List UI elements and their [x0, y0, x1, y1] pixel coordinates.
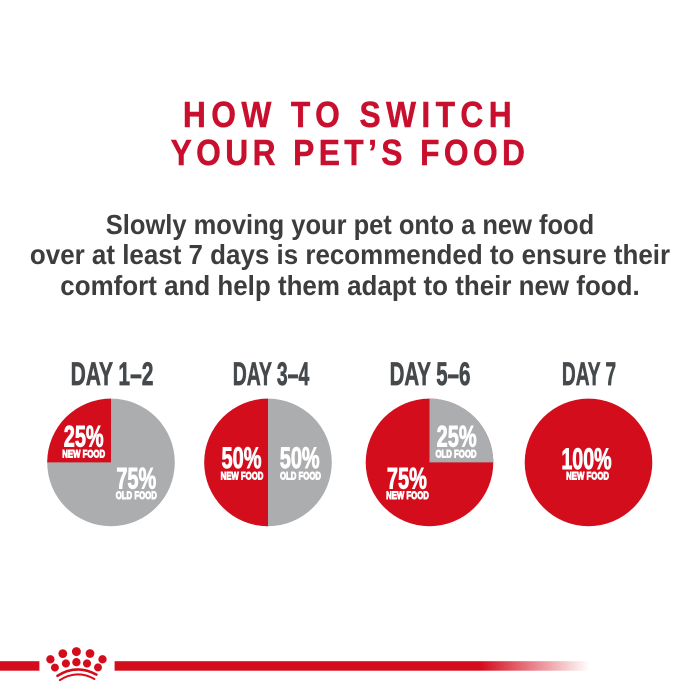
svg-text:NEW FOOD: NEW FOOD	[566, 470, 609, 483]
svg-text:NEW FOOD: NEW FOOD	[62, 448, 105, 461]
svg-text:75%: 75%	[387, 463, 427, 496]
svg-text:100%: 100%	[561, 443, 611, 476]
svg-text:OLD FOOD: OLD FOOD	[280, 470, 321, 483]
svg-text:25%: 25%	[437, 420, 477, 453]
svg-text:50%: 50%	[222, 442, 262, 475]
svg-text:OLD FOOD: OLD FOOD	[435, 448, 476, 461]
svg-text:NEW FOOD: NEW FOOD	[221, 470, 264, 483]
svg-text:NEW FOOD: NEW FOOD	[386, 490, 429, 503]
svg-text:OLD FOOD: OLD FOOD	[116, 490, 157, 503]
svg-text:50%: 50%	[280, 442, 320, 475]
svg-text:75%: 75%	[116, 463, 156, 496]
svg-text:25%: 25%	[64, 420, 104, 453]
